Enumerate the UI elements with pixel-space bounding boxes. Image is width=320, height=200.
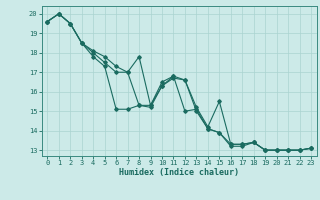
X-axis label: Humidex (Indice chaleur): Humidex (Indice chaleur) [119,168,239,177]
